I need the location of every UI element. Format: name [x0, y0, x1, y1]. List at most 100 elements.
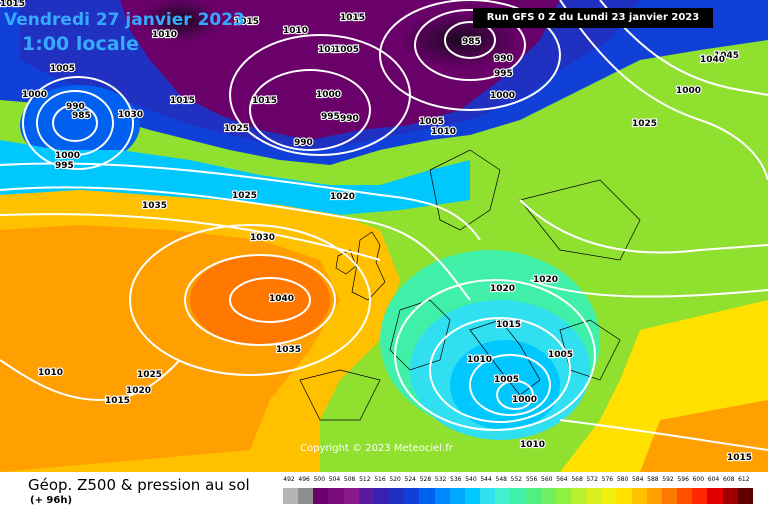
isobar-label: 1035	[142, 201, 167, 211]
isobar-label: 985	[72, 111, 91, 121]
atlantic-low	[20, 85, 140, 165]
color-scale-label: 592	[662, 476, 674, 483]
color-scale-label: 516	[374, 476, 386, 483]
color-scale-label: 540	[465, 476, 477, 483]
weather-map: 1015 1010 1015 1015 1010 1010 1005 985 9…	[0, 0, 768, 472]
color-scale-swatch	[389, 488, 405, 504]
isobar-label: 1015	[340, 13, 365, 23]
isobar-label: 1015	[252, 96, 277, 106]
color-scale-label: 536	[450, 476, 462, 483]
forecast-date: Vendredi 27 janvier 2023	[4, 10, 245, 30]
color-scale-label: 500	[313, 476, 326, 483]
isobar-label: 1040	[269, 294, 294, 304]
color-scale-label: 572	[586, 476, 598, 483]
isobar-label: 1000	[512, 395, 537, 405]
isobar-label: 1005	[419, 117, 444, 127]
color-scale-swatch	[525, 488, 541, 504]
isobar-label: 1015	[105, 396, 130, 406]
isobar-label: 1015	[0, 0, 25, 9]
isobar-label: 1010	[318, 45, 343, 55]
isobar-label: 1010	[38, 368, 63, 378]
isobar-label: 1015	[727, 453, 752, 463]
forecast-time: 1:00 locale	[22, 33, 139, 55]
color-scale-label: 568	[571, 476, 583, 483]
color-scale-swatch	[616, 488, 632, 504]
isobar-label: 1040	[700, 55, 725, 65]
isobar-label: 1015	[234, 17, 259, 27]
isobar-label: 1000	[22, 90, 47, 100]
isobar-label: 1025	[224, 124, 249, 134]
isobar-label: 1010	[431, 127, 456, 137]
color-scale-label: 580	[616, 476, 629, 483]
isobar-label: 1005	[548, 350, 573, 360]
isobar-label: 985	[462, 37, 481, 47]
isobar-label: 1025	[137, 370, 162, 380]
isobar-label: 1000	[490, 91, 515, 101]
color-scale-label: 600	[692, 476, 705, 483]
color-scale-label: 520	[389, 476, 401, 483]
color-scale-swatch	[495, 488, 511, 504]
color-scale-swatch	[510, 488, 526, 504]
isobar-label: 1005	[50, 64, 75, 74]
model-run-label: Run GFS 0 Z du Lundi 23 janvier 2023	[473, 8, 713, 28]
color-scale-swatch	[358, 488, 374, 504]
color-scale-labels: 492 496 500 504 508 512 516 520 524 528 532 536 540 5…	[283, 476, 753, 486]
color-scale-label: 496	[298, 476, 310, 483]
color-scale-swatch	[555, 488, 571, 504]
isobar-label: 990	[66, 102, 85, 112]
color-scale-label: 608	[722, 476, 735, 483]
color-scale-swatch	[343, 488, 359, 504]
color-scale-label: 556	[525, 476, 538, 483]
color-scale-label: 552	[510, 476, 523, 483]
color-scale-swatch	[540, 488, 556, 504]
color-scale-swatch	[283, 488, 299, 504]
color-scale-swatch	[646, 488, 662, 504]
isobar-label: 1035	[276, 345, 301, 355]
color-scale-swatch	[737, 488, 753, 504]
color-scale-label: 596	[677, 476, 689, 483]
color-scale-label: 508	[343, 476, 356, 483]
isobar-label: 1000	[676, 86, 701, 96]
isobar-label: 1020	[330, 192, 355, 202]
isobar-label: 1030	[118, 110, 143, 120]
isobar-label: 1010	[152, 30, 177, 40]
isobar-label: 1000	[55, 151, 80, 161]
isobar-label: 995	[321, 112, 340, 122]
color-scale-swatch	[328, 488, 344, 504]
geopotential-zone-cyan	[0, 140, 470, 215]
isobar-label: 1000	[316, 90, 341, 100]
isobar-label: 995	[494, 69, 513, 79]
coastlines	[299, 149, 641, 421]
color-scale-label: 588	[647, 476, 659, 483]
color-scale-swatch	[707, 488, 723, 504]
copyright-notice: Copyright © 2023 Meteociel.fr	[300, 443, 453, 454]
color-scale-swatch	[434, 488, 450, 504]
legend-title: Géop. Z500 & pression au sol	[28, 476, 250, 494]
color-scale-swatch	[373, 488, 390, 504]
color-scale-bar	[283, 488, 753, 504]
isobar-label: 995	[55, 161, 74, 171]
isobar-label: 1015	[170, 96, 195, 106]
isobar-labels: 1015 1010 1015 1015 1010 1010 1005 985 9…	[0, 0, 753, 464]
geopotential-zone-east-orange	[640, 400, 768, 472]
mediterranean-low-core	[450, 340, 560, 430]
isobar-label: 990	[494, 54, 513, 64]
color-scale-label: 604	[707, 476, 720, 483]
color-scale-swatch	[419, 488, 435, 504]
color-scale-label: 504	[328, 476, 341, 483]
map-canvas: 1015 1010 1015 1015 1010 1010 1005 985 9…	[0, 0, 768, 472]
color-scale-swatch	[480, 488, 496, 504]
color-scale-label: 524	[404, 476, 416, 483]
color-scale-label: 548	[495, 476, 507, 483]
isobar-label: 990	[340, 114, 359, 124]
isobar-label: 1010	[520, 440, 545, 450]
color-scale-swatch	[601, 488, 617, 504]
color-scale-swatch	[631, 488, 647, 504]
isobar-label: 1045	[714, 51, 739, 61]
isobar-label: 1005	[494, 375, 519, 385]
isobar-label: 1020	[533, 275, 558, 285]
azores-high	[190, 255, 330, 345]
color-scale-label: 532	[434, 476, 447, 483]
isobar-label: 1010	[467, 355, 492, 365]
legend-footer: Géop. Z500 & pression au sol (+ 96h) 492…	[0, 472, 768, 512]
